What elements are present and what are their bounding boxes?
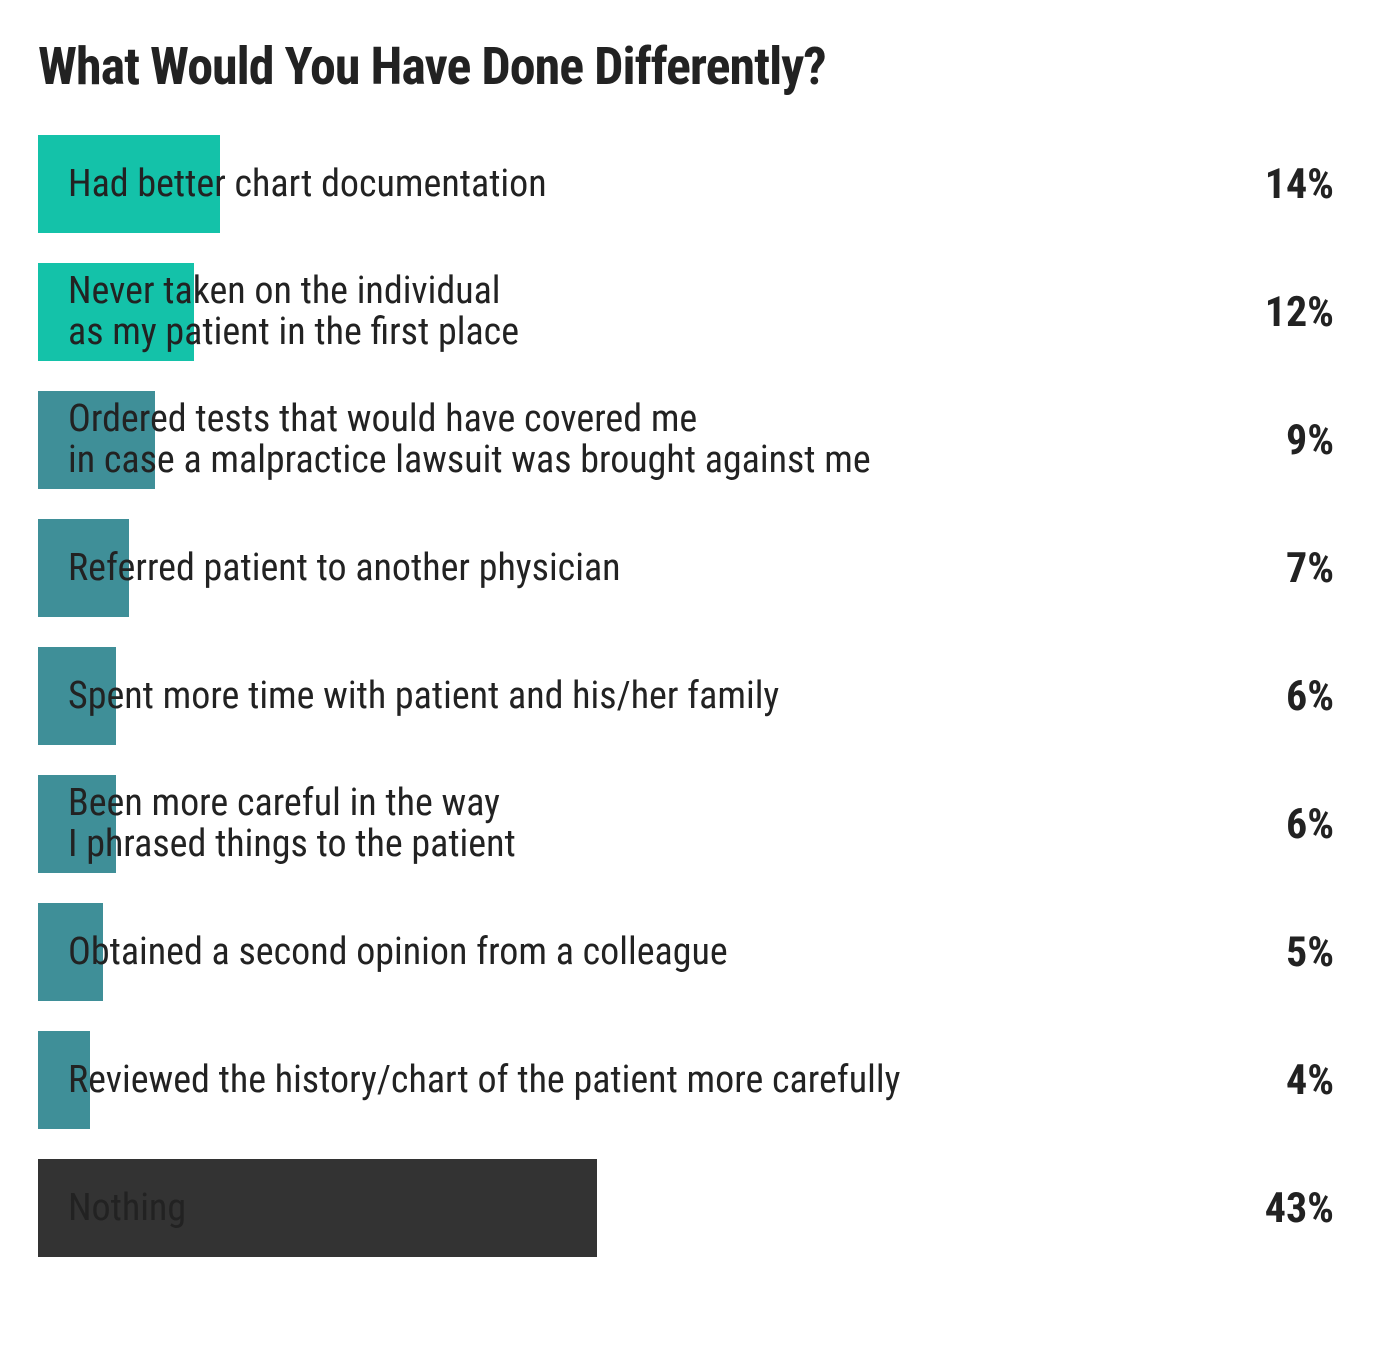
- bar-label: Obtained a second opinion from a colleag…: [68, 932, 728, 973]
- bar-row: Ordered tests that would have covered me…: [38, 391, 1338, 489]
- bar-row-content: Ordered tests that would have covered me…: [38, 391, 1338, 489]
- bar-label: Never taken on the individual as my pati…: [68, 271, 519, 353]
- chart-rows: Had better chart documentation 14% Never t…: [38, 135, 1338, 1257]
- bar-row-content: Obtained a second opinion from a colleag…: [38, 903, 1338, 1001]
- bar-value: 12%: [1265, 288, 1334, 337]
- bar-label: Had better chart documentation: [68, 164, 547, 205]
- bar-row: Nothing 43%: [38, 1159, 1338, 1257]
- bar-label: Spent more time with patient and his/her…: [68, 676, 779, 717]
- bar-row-content: Had better chart documentation 14%: [38, 135, 1338, 233]
- bar-label: Nothing: [68, 1188, 186, 1229]
- bar-row-content: Referred patient to another physician 7%: [38, 519, 1338, 617]
- bar-row-content: Been more careful in the way I phrased t…: [38, 775, 1338, 873]
- bar-label: Ordered tests that would have covered me…: [68, 399, 871, 481]
- bar-value: 9%: [1286, 416, 1334, 465]
- bar-value: 6%: [1286, 800, 1334, 849]
- bar-row: Never taken on the individual as my pati…: [38, 263, 1338, 361]
- chart-title: What Would You Have Done Differently?: [38, 38, 1342, 95]
- bar-value: 4%: [1286, 1056, 1334, 1105]
- bar-value: 43%: [1265, 1184, 1334, 1233]
- bar-value: 7%: [1286, 544, 1334, 593]
- bar-row: Been more careful in the way I phrased t…: [38, 775, 1338, 873]
- bar-value: 14%: [1265, 160, 1334, 209]
- bar-row-content: Reviewed the history/chart of the patien…: [38, 1031, 1338, 1129]
- bar-row: Obtained a second opinion from a colleag…: [38, 903, 1338, 1001]
- bar-row: Had better chart documentation 14%: [38, 135, 1338, 233]
- survey-bar-chart: What Would You Have Done Differently? Ha…: [0, 0, 1380, 1295]
- bar-label: Reviewed the history/chart of the patien…: [68, 1060, 900, 1101]
- bar-row-content: Nothing 43%: [38, 1159, 1338, 1257]
- bar-label: Been more careful in the way I phrased t…: [68, 783, 516, 865]
- bar-row: Referred patient to another physician 7%: [38, 519, 1338, 617]
- bar-row: Spent more time with patient and his/her…: [38, 647, 1338, 745]
- bar-row: Reviewed the history/chart of the patien…: [38, 1031, 1338, 1129]
- bar-value: 6%: [1286, 672, 1334, 721]
- bar-value: 5%: [1286, 928, 1334, 977]
- bar-label: Referred patient to another physician: [68, 548, 621, 589]
- bar-row-content: Never taken on the individual as my pati…: [38, 263, 1338, 361]
- bar-row-content: Spent more time with patient and his/her…: [38, 647, 1338, 745]
